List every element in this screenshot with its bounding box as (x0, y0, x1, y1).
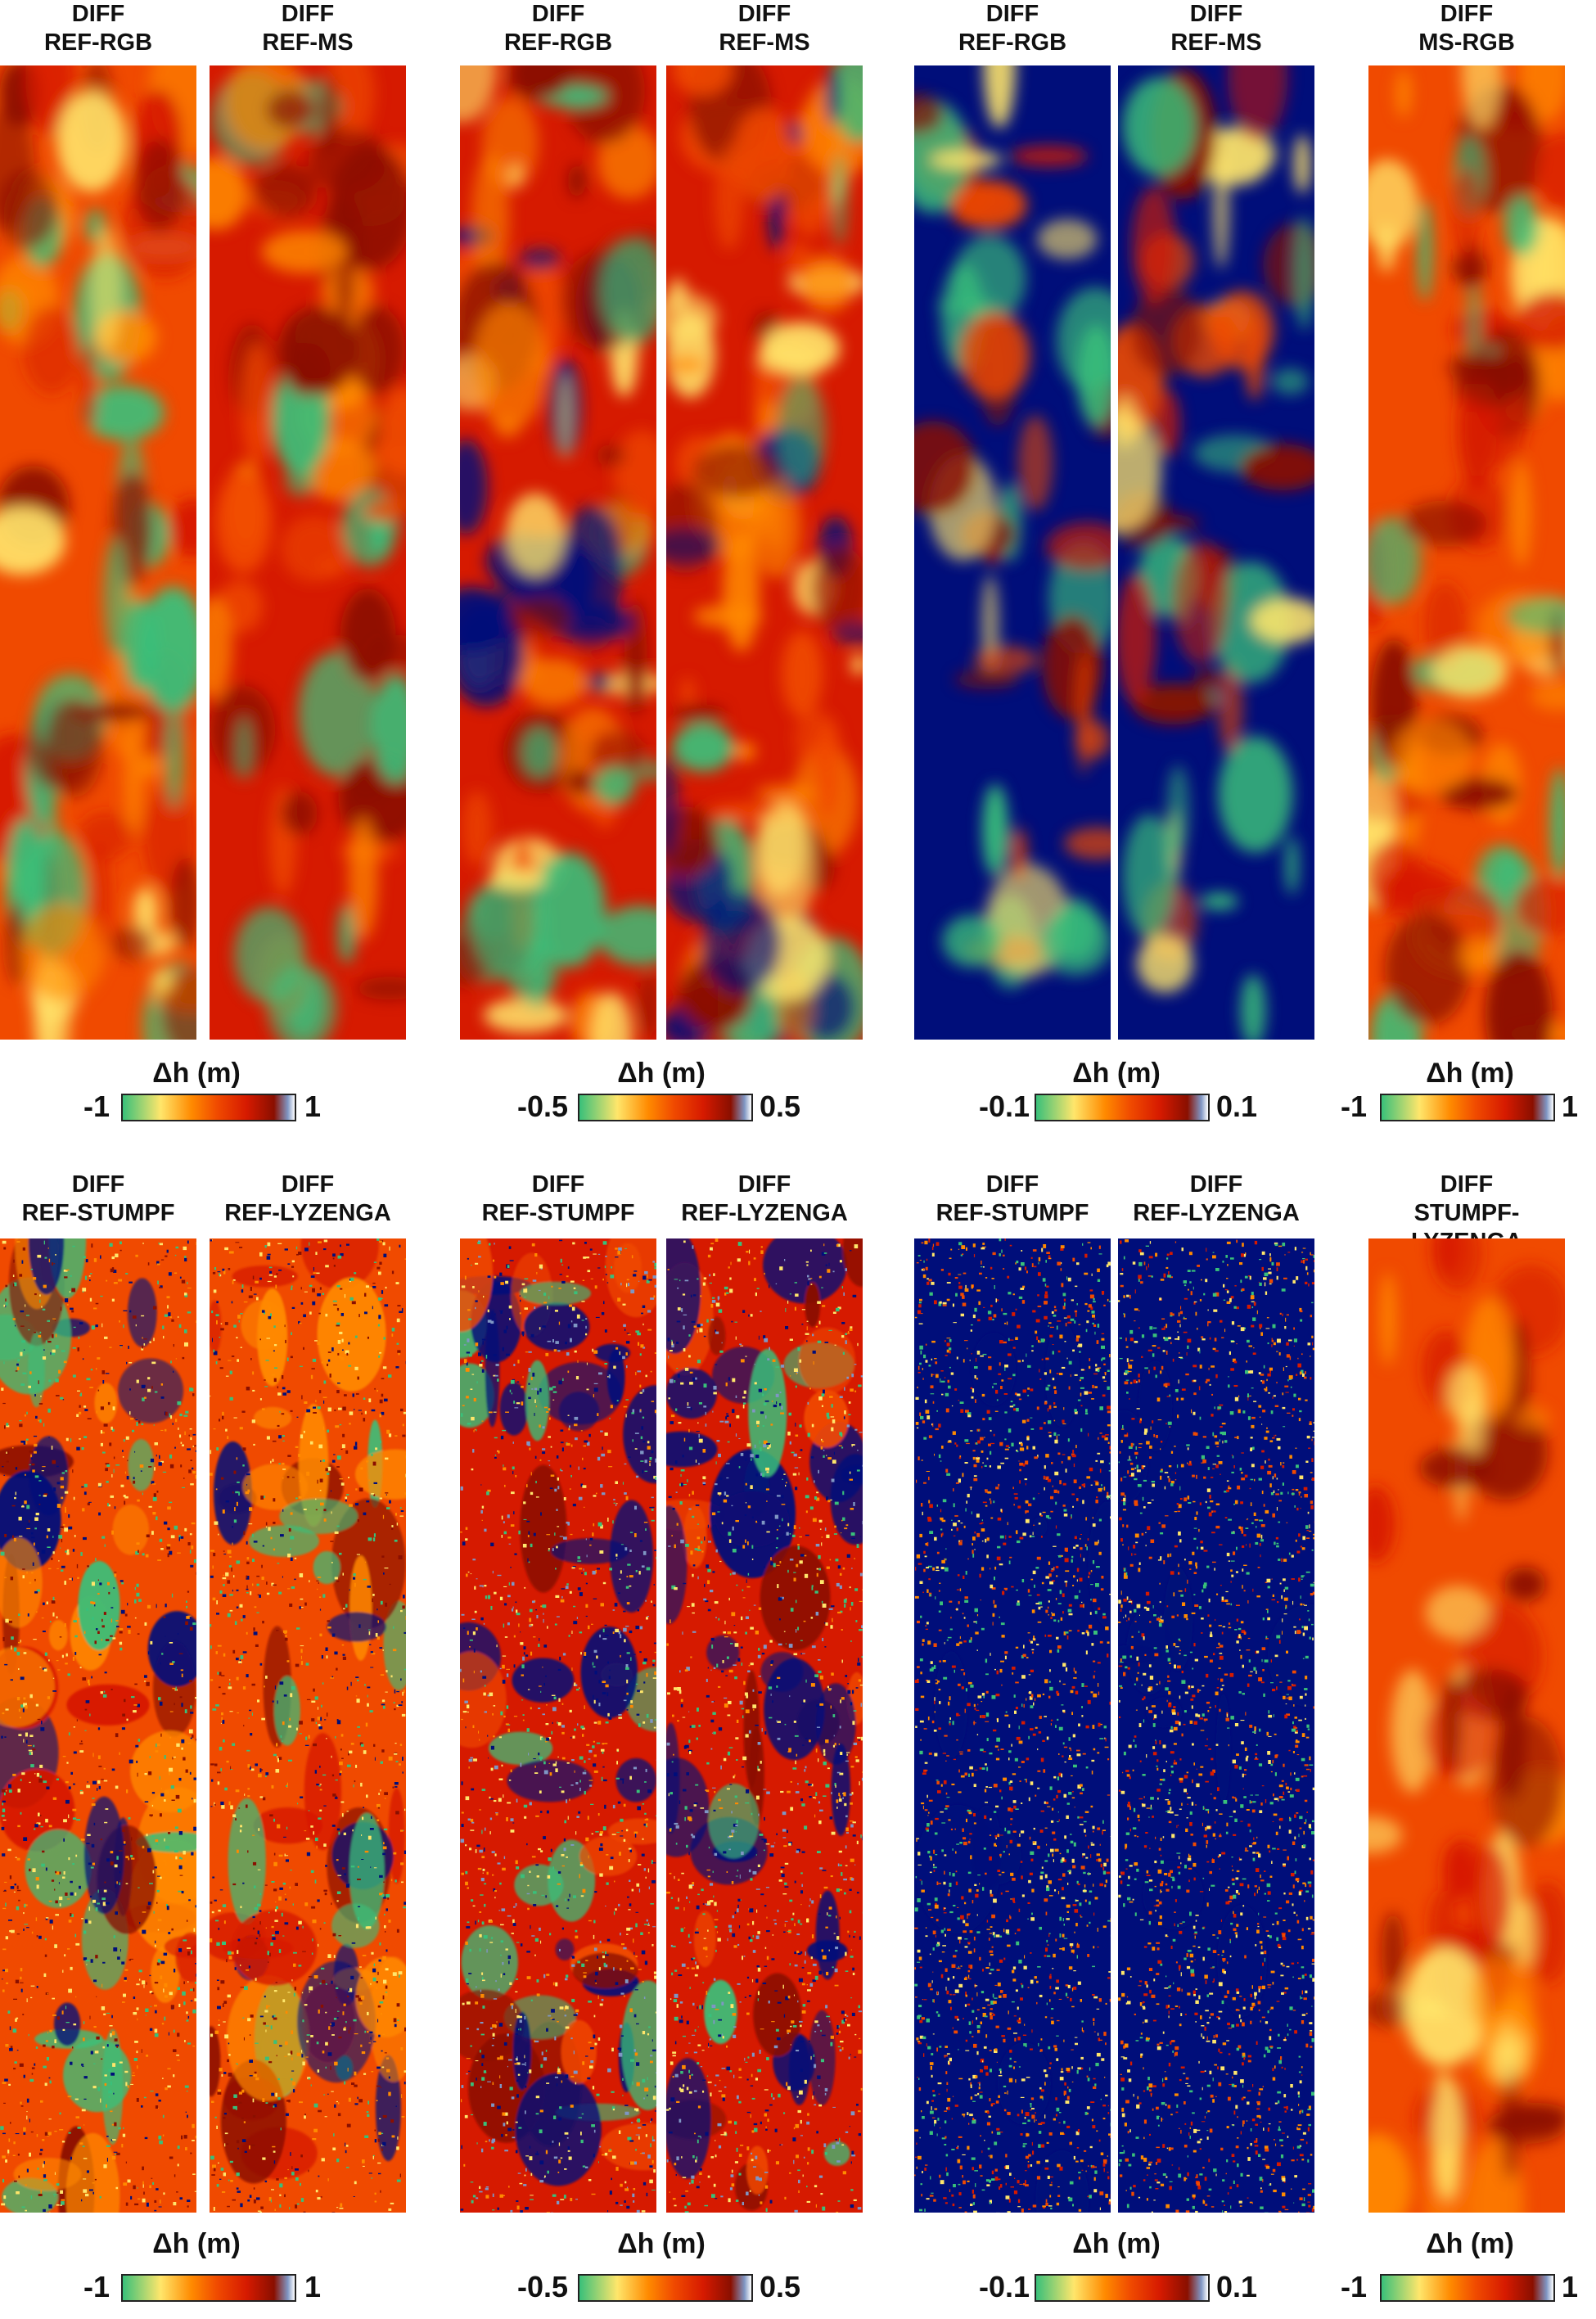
colorbar (1380, 1094, 1555, 1121)
colorbar-max: 1 (304, 2270, 322, 2303)
colorbar-max: 0.5 (760, 2270, 801, 2303)
colorbar-label: Δh (m) (1426, 2228, 1514, 2259)
difference-map (0, 65, 196, 1040)
colorbar-min: -0.5 (516, 2270, 568, 2303)
colorbar (578, 1094, 753, 1121)
colorbar (121, 2274, 296, 2302)
difference-map (666, 65, 863, 1040)
panel-title: DIFF REF-LYZENGA (1133, 1171, 1300, 1226)
colorbar-label: Δh (m) (1426, 1058, 1514, 1089)
difference-map (1118, 1238, 1314, 2213)
map-svg (914, 1238, 1111, 2213)
panel-title: DIFF REF-RGB (503, 1, 613, 56)
map-svg (0, 65, 196, 1040)
colorbar-label: Δh (m) (617, 2228, 706, 2259)
colorbar-min: -1 (1340, 1090, 1367, 1123)
panel-title: DIFF REF-RGB (43, 1, 153, 56)
difference-map (210, 1238, 406, 2213)
difference-map (1368, 1238, 1565, 2213)
difference-map (0, 1238, 196, 2213)
map-svg (1368, 1238, 1565, 2213)
colorbar-min: -1 (83, 1090, 110, 1123)
colorbar-min: -0.1 (978, 1090, 1030, 1123)
colorbar (1035, 2274, 1210, 2302)
panel-title: DIFF REF-MS (262, 1, 354, 56)
map-svg (210, 65, 406, 1040)
colorbar-max: 1 (1562, 2270, 1579, 2303)
map-svg (460, 65, 656, 1040)
difference-map (914, 1238, 1111, 2213)
panel-title: DIFF REF-MS (719, 1, 810, 56)
colorbar (1035, 1094, 1210, 1121)
colorbar-label: Δh (m) (152, 2228, 241, 2259)
colorbar-max: 1 (304, 1090, 322, 1123)
panel-title: DIFF REF-RGB (958, 1, 1067, 56)
map-svg (914, 65, 1111, 1040)
difference-map (666, 1238, 863, 2213)
difference-map (460, 1238, 656, 2213)
colorbar-min: -0.1 (978, 2270, 1030, 2303)
panel-title: DIFF REF-STUMPF (936, 1171, 1089, 1226)
colorbar-max: 1 (1562, 1090, 1579, 1123)
colorbar (1380, 2274, 1555, 2302)
panel-title: DIFF REF-STUMPF (481, 1171, 635, 1226)
difference-map (210, 65, 406, 1040)
map-svg (666, 1238, 863, 2213)
colorbar-min: -1 (83, 2270, 110, 2303)
panel-title: DIFF REF-LYZENGA (224, 1171, 391, 1226)
panel-title: DIFF REF-LYZENGA (681, 1171, 848, 1226)
map-svg (666, 65, 863, 1040)
map-svg (210, 1238, 406, 2213)
map-svg (460, 1238, 656, 2213)
panel-title: DIFF REF-STUMPF (21, 1171, 175, 1226)
colorbar-label: Δh (m) (617, 1058, 706, 1089)
colorbar (121, 1094, 296, 1121)
colorbar-max: 0.5 (760, 1090, 801, 1123)
difference-map (1118, 65, 1314, 1040)
map-svg (0, 1238, 196, 2213)
colorbar-min: -1 (1340, 2270, 1367, 2303)
difference-map (460, 65, 656, 1040)
colorbar-max: 0.1 (1216, 1090, 1258, 1123)
difference-map (1368, 65, 1565, 1040)
difference-map (914, 65, 1111, 1040)
colorbar-max: 0.1 (1216, 2270, 1258, 2303)
colorbar-min: -0.5 (516, 1090, 568, 1123)
panel-title: DIFF REF-MS (1170, 1, 1262, 56)
map-svg (1118, 65, 1314, 1040)
colorbar-label: Δh (m) (1072, 1058, 1161, 1089)
map-svg (1118, 1238, 1314, 2213)
panel-title: DIFF MS-RGB (1418, 1, 1515, 56)
colorbar-label: Δh (m) (1072, 2228, 1161, 2259)
colorbar (578, 2274, 753, 2302)
colorbar-label: Δh (m) (152, 1058, 241, 1089)
map-svg (1368, 65, 1565, 1040)
